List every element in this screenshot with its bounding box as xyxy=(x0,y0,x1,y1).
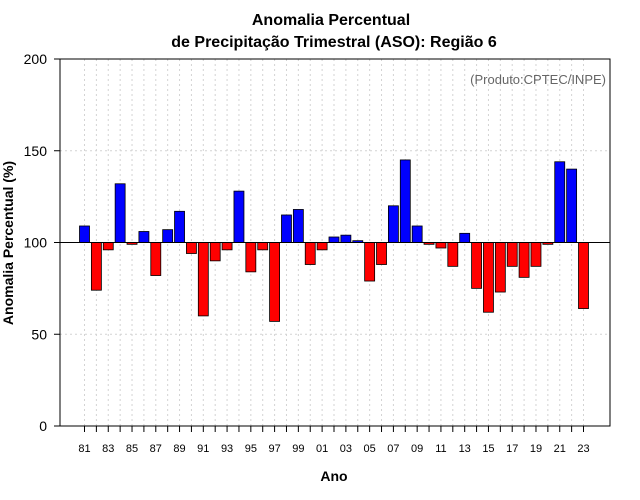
bar-06 xyxy=(376,242,387,265)
x-tick-label: 93 xyxy=(221,443,233,455)
x-tick-label: 91 xyxy=(197,443,209,455)
bar-14 xyxy=(471,242,482,289)
bar-97 xyxy=(269,242,280,322)
bar-91 xyxy=(197,242,209,317)
x-tick-label: 17 xyxy=(506,443,518,455)
x-tick-label: 85 xyxy=(126,443,138,455)
x-axis-label: Ano xyxy=(320,468,347,484)
bar-11 xyxy=(435,242,447,249)
bar-95 xyxy=(245,242,257,273)
x-tick-label: 87 xyxy=(150,443,162,455)
bar-01 xyxy=(316,242,328,251)
y-tick-label: 200 xyxy=(24,51,48,67)
x-tick-label: 81 xyxy=(78,443,90,455)
x-tick-label: 23 xyxy=(577,443,589,455)
bar-08 xyxy=(399,159,411,243)
x-tick-label: 21 xyxy=(554,443,566,455)
bar-89 xyxy=(174,210,185,243)
x-tick-label: 83 xyxy=(102,443,114,455)
x-axis: 81 83 85 87 89 91 93 95 97 99 01 03 05 07 09 11 13 15 17 19… xyxy=(78,426,590,455)
x-tick-label: 15 xyxy=(482,443,494,455)
bar-16 xyxy=(494,242,506,293)
bar-09 xyxy=(411,225,423,243)
y-tick-label: 100 xyxy=(24,235,48,251)
bar-07 xyxy=(388,205,399,243)
x-tick-label: 99 xyxy=(292,443,304,455)
bar-00 xyxy=(304,242,316,265)
y-axis-label: Anomalia Percentual (%) xyxy=(0,161,16,325)
bar-93 xyxy=(221,242,233,251)
bar-23 xyxy=(578,242,589,309)
bar-86 xyxy=(138,231,150,243)
x-tick-label: 89 xyxy=(173,443,185,455)
bar-92 xyxy=(209,242,221,262)
bar-03 xyxy=(340,234,352,243)
x-tick-label: 05 xyxy=(364,443,376,455)
y-tick-label: 0 xyxy=(39,418,47,434)
y-tick-label: 50 xyxy=(31,326,47,342)
x-tick-label: 95 xyxy=(245,443,257,455)
bar-12 xyxy=(447,242,459,267)
x-tick-label: 13 xyxy=(459,443,471,455)
bar-05 xyxy=(364,242,376,282)
chart-title-line1: Anomalia Percentual xyxy=(252,12,410,29)
bar-94 xyxy=(233,190,245,243)
x-tick-label: 07 xyxy=(387,443,399,455)
x-tick-label: 11 xyxy=(435,443,446,455)
bar-87 xyxy=(150,242,162,276)
bar-96 xyxy=(257,242,269,251)
bar-21 xyxy=(554,161,566,243)
x-tick-label: 01 xyxy=(316,443,328,455)
bar-19 xyxy=(530,242,542,267)
x-tick-label: 19 xyxy=(530,443,542,455)
bar-98 xyxy=(281,214,292,243)
bar-90 xyxy=(186,242,197,254)
y-tick-label: 150 xyxy=(24,143,48,159)
bar-99 xyxy=(292,209,304,243)
bars xyxy=(79,159,589,322)
bar-82 xyxy=(90,242,102,291)
bar-18 xyxy=(518,242,530,278)
bar-02 xyxy=(328,236,340,243)
x-tick-label: 03 xyxy=(340,443,352,455)
bar-22 xyxy=(566,168,578,243)
bar-83 xyxy=(102,242,114,251)
chart-title-line2: de Precipitação Trimestral (ASO): Região… xyxy=(171,34,497,51)
bar-13 xyxy=(459,232,471,243)
y-axis: 0 50 100 150 200 xyxy=(24,51,60,434)
bar-17 xyxy=(506,242,518,267)
bar-84 xyxy=(114,183,126,243)
credit-text: (Produto:CPTEC/INPE) xyxy=(470,72,606,87)
x-tick-label: 09 xyxy=(411,443,423,455)
x-tick-label: 97 xyxy=(268,443,280,455)
bar-15 xyxy=(483,242,494,313)
bar-88 xyxy=(162,229,174,243)
bar-81 xyxy=(79,225,90,243)
gridlines xyxy=(60,59,610,426)
